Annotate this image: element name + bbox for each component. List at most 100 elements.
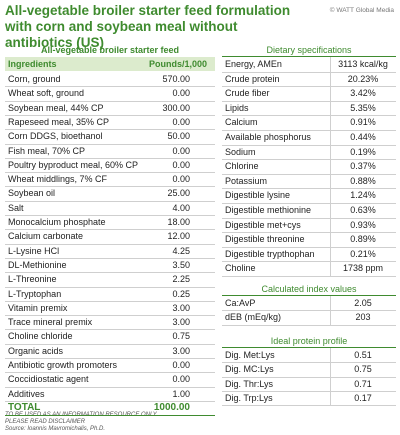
- row-line: [5, 100, 215, 102]
- section-title: Calculated index values: [261, 284, 357, 294]
- row-line: [222, 71, 396, 73]
- cell: Fish meal, 70% CP: [8, 145, 86, 156]
- row-line: [5, 86, 215, 88]
- total-label: TOTAL: [8, 401, 41, 413]
- cell: 0.00: [172, 360, 190, 370]
- cell: L-Threonine: [8, 274, 57, 285]
- cell: 1.00: [172, 388, 190, 399]
- cell: 0.93%: [350, 219, 376, 230]
- cell: 0.51: [354, 350, 372, 360]
- cell: Calcium carbonate: [8, 231, 84, 242]
- row-line: [5, 272, 215, 274]
- cell: 3113 kcal/kg: [338, 59, 388, 69]
- cell: 50.00: [167, 131, 190, 142]
- cell: 4.25: [172, 245, 190, 256]
- cell: Energy, AMEn: [225, 59, 282, 69]
- title: All-vegetable broiler starter feed formu…: [5, 3, 291, 50]
- cell: Rapeseed meal, 35% CP: [8, 116, 110, 127]
- row-line: [222, 261, 396, 263]
- row-line: [5, 143, 215, 145]
- cell: Available phosphorus: [225, 132, 311, 142]
- row-line: [222, 203, 396, 204]
- cell: 12.00: [167, 231, 190, 242]
- cell: Calcium: [225, 117, 258, 128]
- cell: 20.23%: [347, 73, 379, 84]
- cell: 570.00: [162, 74, 190, 84]
- cell: 0.00: [172, 159, 190, 170]
- cell: Choline: [225, 263, 256, 274]
- cell: Corn, ground: [8, 74, 61, 84]
- cell: dEB (mEq/kg): [225, 312, 282, 323]
- cell: Digestible lysine: [225, 190, 291, 201]
- cell: 0.75: [172, 331, 190, 342]
- row-line: [5, 343, 215, 345]
- header-band: [5, 57, 215, 71]
- cell: Corn DDGS, bioethanol: [8, 131, 103, 142]
- row-line: [5, 358, 215, 359]
- row-line: [222, 405, 396, 407]
- row-line: [222, 232, 396, 234]
- row-line: [5, 215, 215, 216]
- cell: Trace mineral premix: [8, 317, 93, 328]
- cell: Wheat middlings, 7% CF: [8, 174, 108, 185]
- cell: Coccidiostatic agent: [8, 374, 89, 385]
- cell: 0.25: [172, 288, 190, 299]
- row-line: [222, 217, 396, 219]
- row-line: [222, 144, 396, 146]
- row-line: [5, 229, 215, 231]
- row-line: [5, 186, 215, 188]
- cell: Dig. Met:Lys: [225, 350, 275, 360]
- cell: DL-Methionine: [8, 259, 67, 270]
- cell: Digestible met+cys: [225, 219, 301, 230]
- cell: Monocalcium phosphate: [8, 217, 106, 227]
- credit: © WATT Global Media: [329, 7, 394, 14]
- row-line: [5, 386, 215, 388]
- cell: 3.00: [172, 302, 190, 313]
- column-divider: [330, 57, 331, 276]
- cell: Dig. Trp:Lys: [225, 392, 273, 403]
- row-line: [222, 362, 396, 364]
- cell: 0.00: [172, 174, 190, 185]
- cell: 0.88%: [350, 175, 376, 186]
- row-line: [5, 243, 215, 245]
- cell: L-Lysine HCl: [8, 245, 60, 256]
- row-line: [222, 324, 396, 326]
- cell: Organic acids: [8, 345, 64, 356]
- total-line: [5, 415, 215, 417]
- row-line: [5, 400, 215, 402]
- row-line: [5, 257, 215, 259]
- cell: Choline chloride: [8, 331, 73, 342]
- row-line: [222, 86, 396, 88]
- row-line: [222, 246, 396, 248]
- cell: 0.63%: [350, 205, 376, 215]
- section-rule: [222, 347, 396, 348]
- cell: Poultry byproduct meal, 60% CP: [8, 159, 139, 170]
- row-line: [5, 329, 215, 331]
- cell: 2.05: [354, 298, 372, 308]
- column-header: Pounds/1,000: [148, 59, 207, 69]
- cell: 0.21%: [350, 248, 376, 259]
- cell: 1738 ppm: [342, 263, 384, 274]
- row-line: [5, 315, 215, 317]
- row-line: [222, 310, 396, 312]
- cell: Chlorine: [225, 161, 259, 172]
- cell: 0.44%: [350, 132, 376, 142]
- cell: Crude protein: [225, 73, 280, 84]
- cell: Ca:AvP: [225, 298, 256, 308]
- row-line: [5, 372, 215, 374]
- cell: 0.71: [354, 378, 372, 389]
- row-line: [222, 130, 396, 131]
- cell: Salt: [8, 202, 24, 213]
- cell: 5.35%: [350, 102, 376, 113]
- cell: L-Tryptophan: [8, 288, 62, 299]
- row-line: [5, 300, 215, 302]
- cell: 1.24%: [350, 190, 376, 201]
- cell: 0.00: [172, 88, 190, 99]
- cell: Vitamin premix: [8, 302, 68, 313]
- row-line: [5, 172, 215, 174]
- cell: 300.00: [162, 102, 190, 113]
- cell: Sodium: [225, 146, 256, 157]
- row-line: [5, 157, 215, 159]
- cell: 0.00: [172, 145, 190, 156]
